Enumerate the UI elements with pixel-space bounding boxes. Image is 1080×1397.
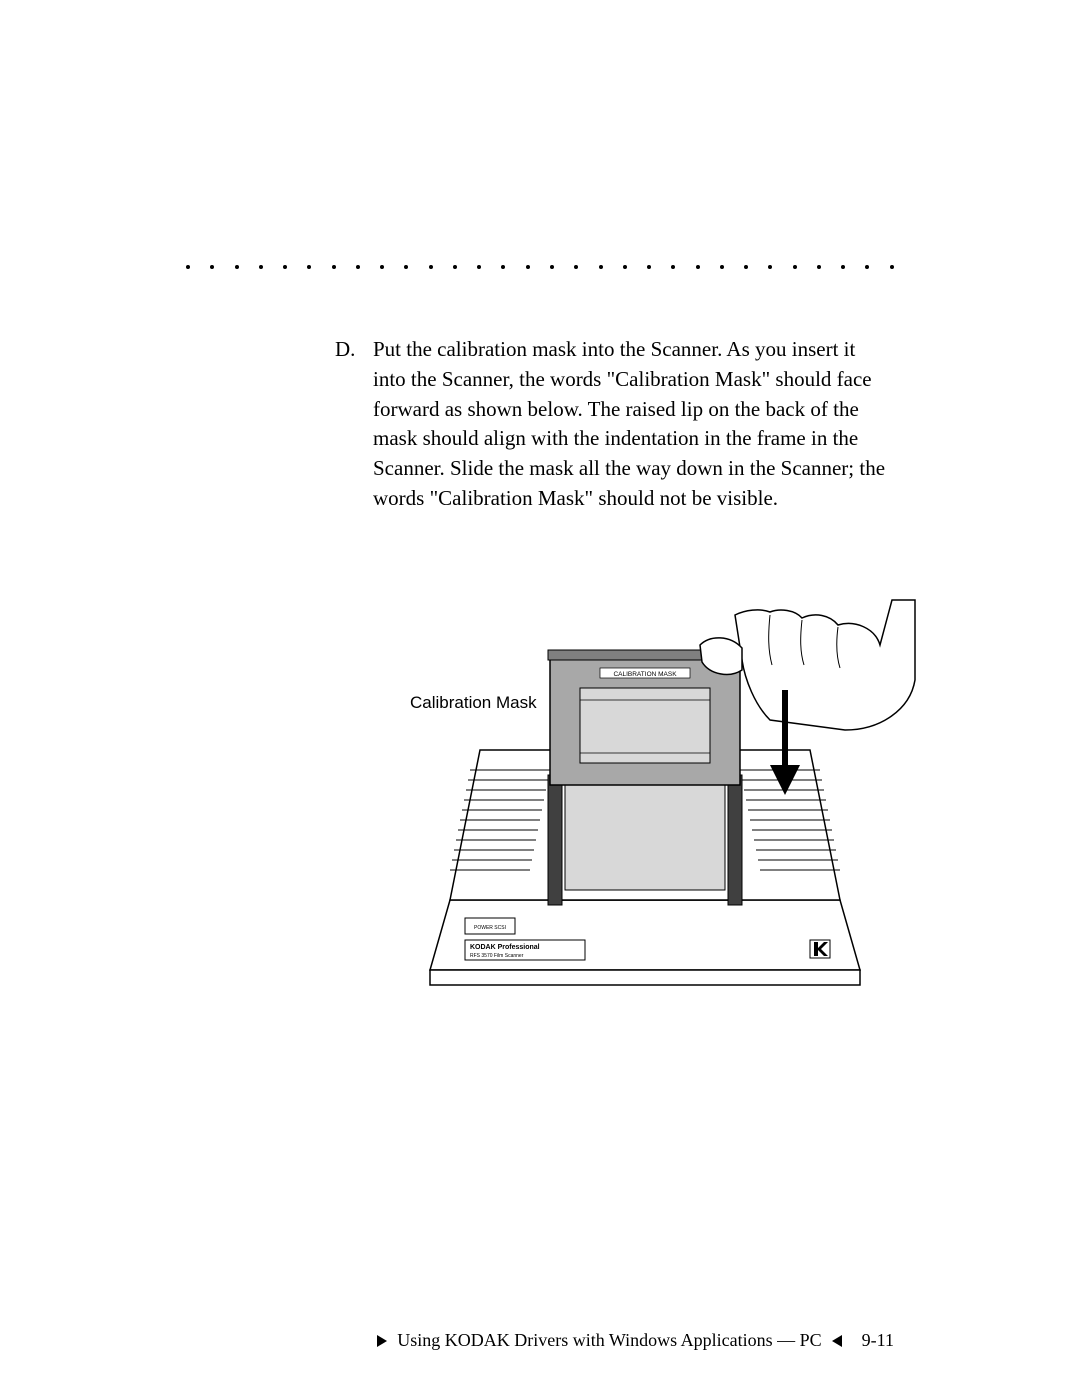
triangle-left-icon bbox=[832, 1335, 842, 1347]
page-footer: Using KODAK Drivers with Windows Applica… bbox=[377, 1330, 894, 1351]
list-marker: D. bbox=[335, 335, 355, 365]
svg-text:RFS 3570 Film Scanner: RFS 3570 Film Scanner bbox=[470, 953, 524, 959]
instruction-text: Put the calibration mask into the Scanne… bbox=[373, 337, 885, 510]
svg-text:POWER SCSI: POWER SCSI bbox=[474, 925, 506, 931]
svg-text:KODAK Professional: KODAK Professional bbox=[470, 944, 540, 951]
triangle-right-icon bbox=[377, 1335, 387, 1347]
dotted-header-rule bbox=[186, 265, 894, 269]
svg-text:CALIBRATION MASK: CALIBRATION MASK bbox=[613, 671, 677, 678]
footer-pagenum: 9-11 bbox=[862, 1330, 894, 1351]
instruction-paragraph: D. Put the calibration mask into the Sca… bbox=[373, 335, 891, 514]
scanner-illustration: POWER SCSI KODAK Professional RFS 3570 F… bbox=[370, 560, 920, 1020]
footer-title: Using KODAK Drivers with Windows Applica… bbox=[397, 1330, 821, 1351]
